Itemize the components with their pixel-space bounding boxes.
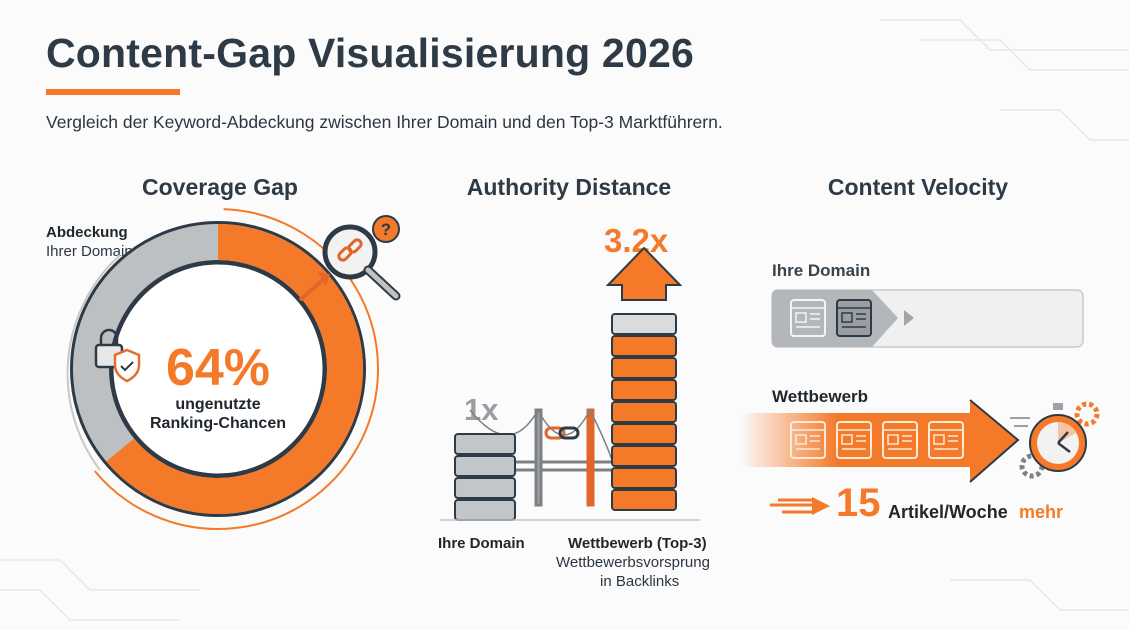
- donut-gap-segment: [106, 224, 363, 514]
- coverage-caption-1: ungenutzte: [175, 396, 261, 413]
- own-backlink-stack: [454, 433, 516, 521]
- magnifier-broken-link-icon: [298, 224, 401, 302]
- own-multiplier: 1x: [464, 392, 499, 427]
- backlink-block: [611, 423, 677, 445]
- velocity-unit: Artikel/Woche: [888, 502, 1008, 522]
- bridge: [469, 408, 613, 507]
- competitor-label: Wettbewerb (Top-3): [568, 535, 707, 552]
- backlink-block: [611, 335, 677, 357]
- backlink-block: [611, 357, 677, 379]
- question-icon: ?: [372, 215, 400, 243]
- article-icon: [790, 421, 826, 459]
- article-icon: [928, 421, 964, 459]
- chain-link-icon: [544, 426, 580, 440]
- backlink-block: [611, 313, 677, 335]
- article-icon: [790, 299, 826, 337]
- shield-check-icon: [113, 348, 141, 383]
- authority-caption-1: Wettbewerbsvorsprung: [556, 554, 710, 571]
- backlink-block: [611, 467, 677, 489]
- growth-arrow: [605, 246, 683, 301]
- backlink-block: [454, 455, 516, 477]
- velocity-number: 15: [836, 481, 881, 525]
- backlink-block: [454, 477, 516, 499]
- velocity-suffix: mehr: [1019, 502, 1064, 522]
- coverage-heading: Coverage Gap: [142, 174, 298, 200]
- competitor-backlink-stack: [611, 313, 677, 511]
- coverage-domain-label-bold: Abdeckung: [46, 224, 128, 241]
- competitor-velocity-arrow: [740, 400, 1018, 482]
- backlink-block: [454, 433, 516, 455]
- title-underline: [46, 89, 180, 95]
- article-icon: [836, 421, 872, 459]
- coverage-gap-value: 64%: [165, 339, 271, 397]
- authority-heading: Authority Distance: [466, 174, 672, 200]
- svg-text:?: ?: [381, 220, 391, 239]
- speed-arrow-icon: [770, 497, 830, 515]
- backlink-block: [611, 489, 677, 511]
- page-title: Content-Gap Visualisierung 2026: [46, 30, 694, 76]
- backlink-block: [611, 445, 677, 467]
- velocity-competitor-label: Wettbewerb: [772, 387, 869, 406]
- backlink-block: [611, 401, 677, 423]
- page-subtitle: Vergleich der Keyword-Abdeckung zwischen…: [46, 112, 723, 132]
- competitor-multiplier: 3.2x: [604, 222, 669, 259]
- authority-caption-2: in Backlinks: [600, 573, 680, 590]
- velocity-own-label: Ihre Domain: [772, 261, 871, 280]
- coverage-caption-2: Ranking-Chancen: [149, 415, 286, 432]
- coverage-domain-label: Ihrer Domain: [46, 243, 133, 260]
- backlink-block: [611, 379, 677, 401]
- own-label: Ihre Domain: [438, 535, 525, 552]
- stopwatch-icon: [1010, 401, 1100, 479]
- velocity-heading: Content Velocity: [827, 174, 1009, 200]
- article-icon: [882, 421, 918, 459]
